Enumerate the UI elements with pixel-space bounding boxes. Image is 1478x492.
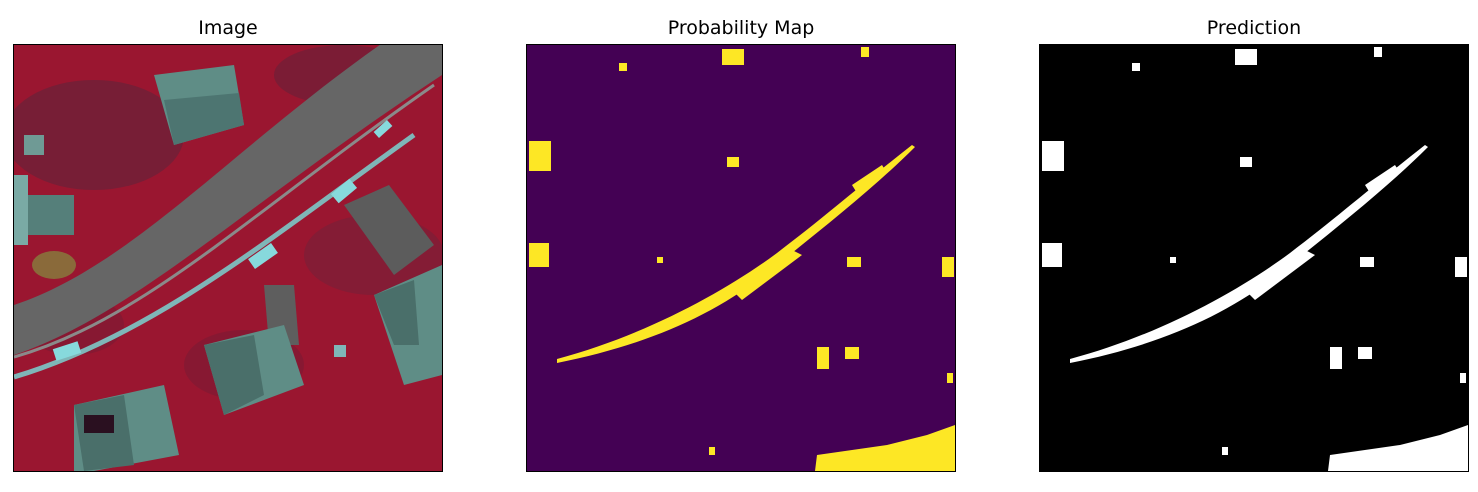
prediction-title: Prediction: [1206, 17, 1302, 39]
prediction-panel: Prediction: [1039, 0, 1469, 492]
probability-map-title: Probability Map: [667, 17, 815, 39]
aerial-image: [13, 44, 443, 472]
prediction-image: [1039, 44, 1469, 472]
image-panel-title: Image: [198, 17, 258, 39]
probability-map: [526, 44, 956, 472]
image-panel: Image: [13, 0, 443, 492]
probability-map-panel: Probability Map: [526, 0, 956, 492]
